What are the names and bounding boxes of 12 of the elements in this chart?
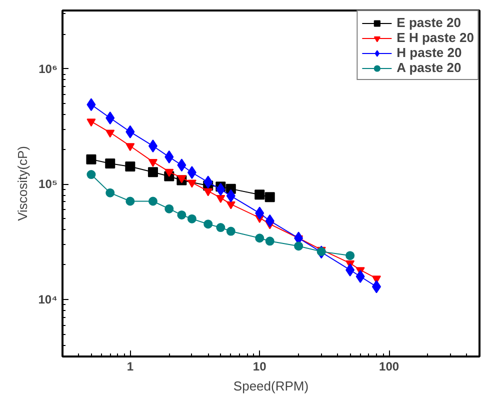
x-tick-label: 100	[379, 360, 400, 374]
x-tick-label: 1	[126, 360, 134, 374]
x-axis-title: Speed(RPM)	[233, 378, 309, 394]
legend-label: E H paste 20	[396, 30, 474, 45]
y-tick-label: 10⁴	[38, 292, 58, 306]
legend-label: A paste 20	[396, 60, 462, 75]
legend-label: H paste 20	[396, 45, 462, 60]
x-tick-label: 10	[252, 360, 267, 374]
y-tick-label: 10⁵	[38, 177, 58, 192]
y-axis-title: Viscosity(cP)	[15, 146, 30, 221]
legend-label: E paste 20	[396, 15, 461, 30]
y-tick-label: 10⁶	[38, 62, 58, 76]
